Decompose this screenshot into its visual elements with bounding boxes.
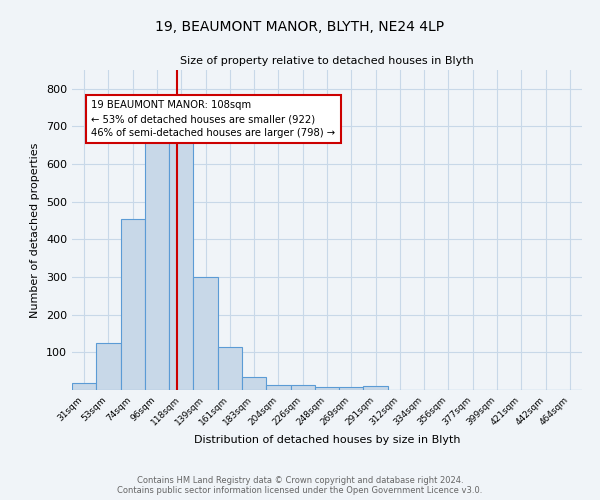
X-axis label: Distribution of detached houses by size in Blyth: Distribution of detached houses by size …: [194, 436, 460, 446]
Bar: [193, 277, 218, 390]
Bar: [72, 383, 96, 390]
Bar: [315, 386, 339, 390]
Bar: [169, 138, 193, 390]
Bar: [145, 138, 169, 390]
Bar: [96, 343, 121, 390]
Bar: [242, 377, 266, 390]
Bar: [121, 218, 145, 390]
Bar: [339, 387, 364, 390]
Text: 19, BEAUMONT MANOR, BLYTH, NE24 4LP: 19, BEAUMONT MANOR, BLYTH, NE24 4LP: [155, 20, 445, 34]
Bar: [290, 386, 315, 390]
Bar: [364, 386, 388, 390]
Text: Contains HM Land Registry data © Crown copyright and database right 2024.
Contai: Contains HM Land Registry data © Crown c…: [118, 476, 482, 495]
Y-axis label: Number of detached properties: Number of detached properties: [31, 142, 40, 318]
Bar: [266, 385, 290, 390]
Text: 19 BEAUMONT MANOR: 108sqm
← 53% of detached houses are smaller (922)
46% of semi: 19 BEAUMONT MANOR: 108sqm ← 53% of detac…: [91, 100, 335, 138]
Bar: [218, 346, 242, 390]
Title: Size of property relative to detached houses in Blyth: Size of property relative to detached ho…: [180, 56, 474, 66]
